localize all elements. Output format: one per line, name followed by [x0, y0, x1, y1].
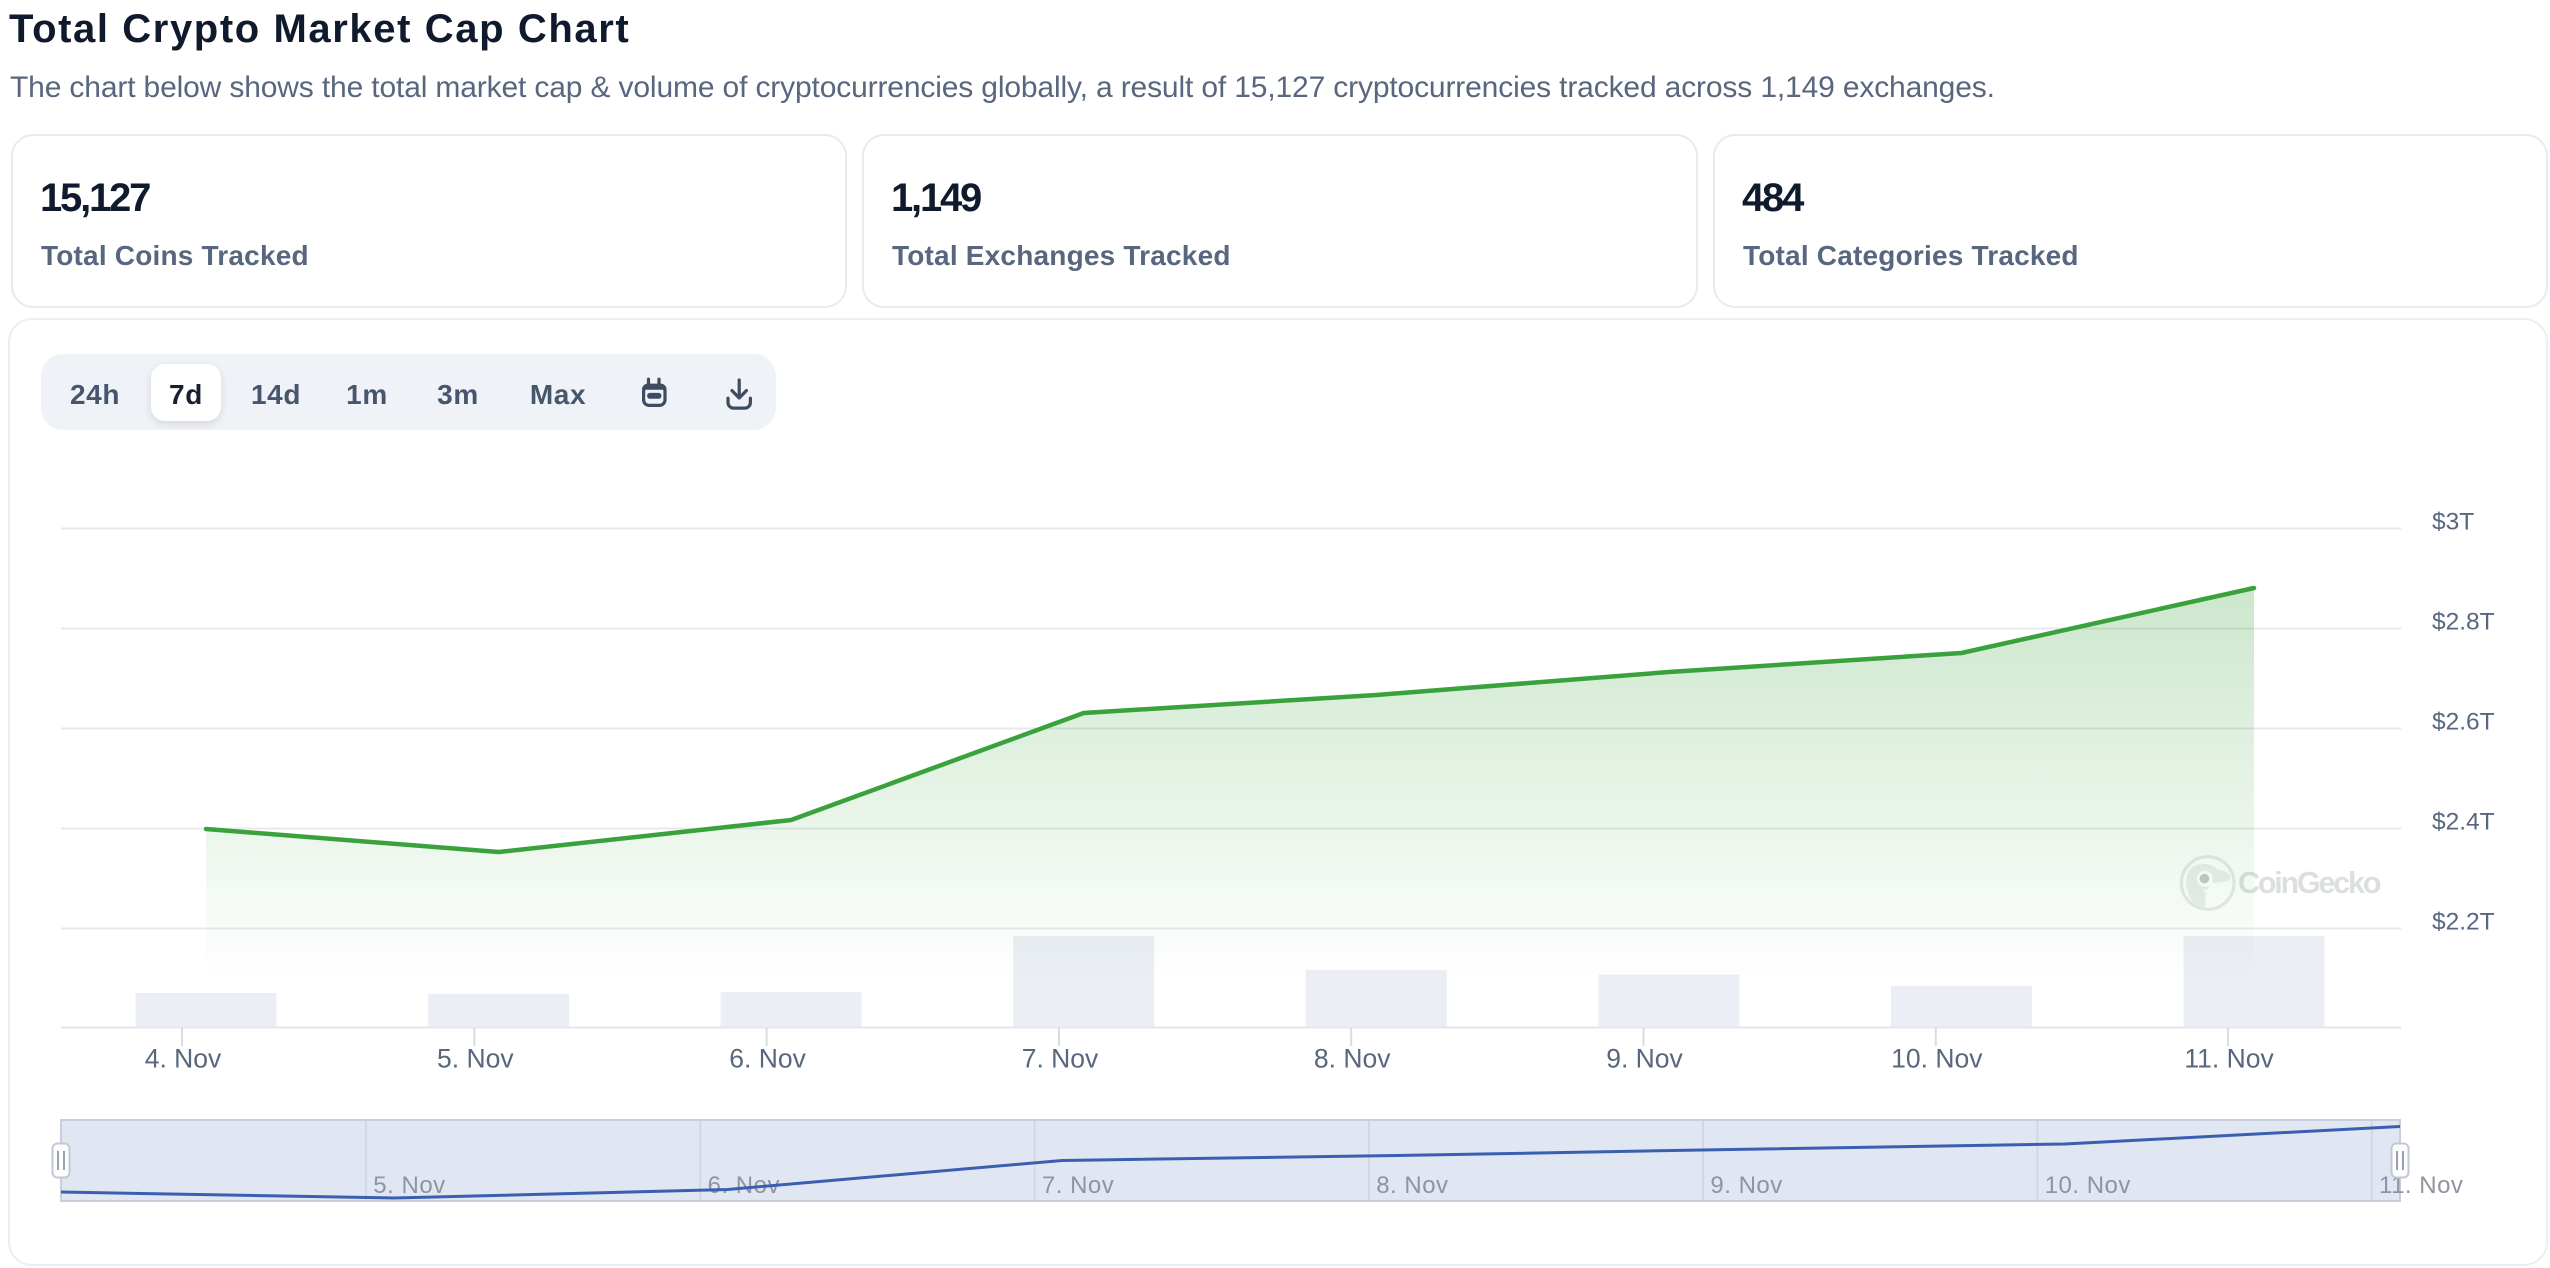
svg-text:8. Nov: 8. Nov	[1314, 1044, 1391, 1074]
svg-text:9. Nov: 9. Nov	[1710, 1172, 1782, 1199]
svg-text:4. Nov: 4. Nov	[145, 1044, 222, 1074]
svg-text:10. Nov: 10. Nov	[1891, 1044, 1983, 1074]
svg-text:8. Nov: 8. Nov	[1376, 1172, 1448, 1199]
svg-text:5. Nov: 5. Nov	[437, 1044, 514, 1074]
svg-text:$3T: $3T	[2432, 509, 2474, 536]
svg-text:5. Nov: 5. Nov	[373, 1172, 445, 1199]
svg-text:$2.6T: $2.6T	[2432, 709, 2495, 736]
svg-text:$2.4T: $2.4T	[2432, 809, 2495, 836]
svg-text:CoinGecko: CoinGecko	[2238, 866, 2381, 900]
svg-text:10. Nov: 10. Nov	[2045, 1172, 2131, 1199]
svg-text:7. Nov: 7. Nov	[1022, 1044, 1099, 1074]
svg-text:9. Nov: 9. Nov	[1606, 1044, 1683, 1074]
svg-text:$2.2T: $2.2T	[2432, 909, 2495, 936]
svg-text:7. Nov: 7. Nov	[1042, 1172, 1114, 1199]
svg-text:11. Nov: 11. Nov	[2184, 1044, 2274, 1074]
svg-text:$2.8T: $2.8T	[2432, 609, 2495, 636]
svg-text:6. Nov: 6. Nov	[729, 1044, 806, 1074]
